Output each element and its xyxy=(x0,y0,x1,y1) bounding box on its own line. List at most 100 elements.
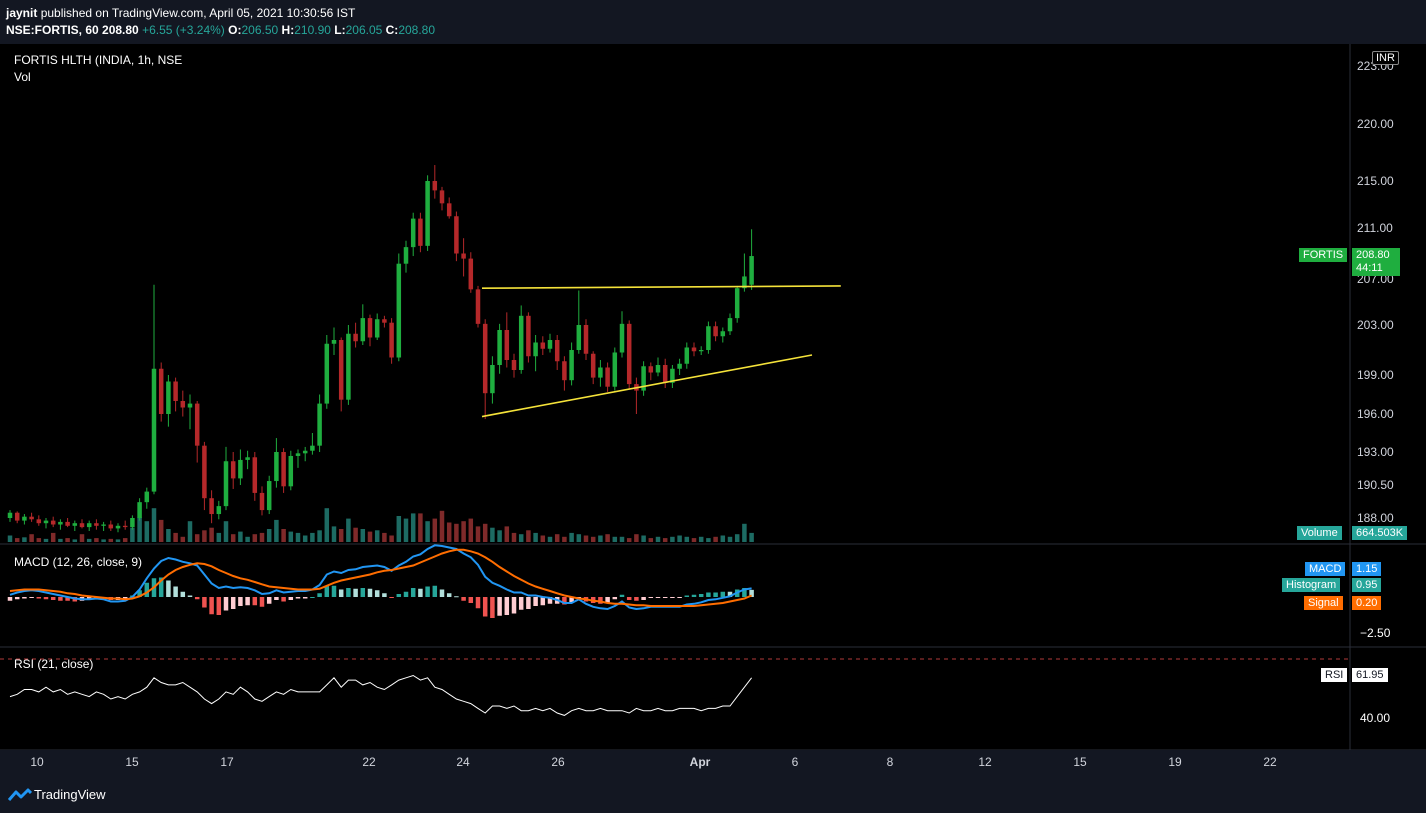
histogram-bar xyxy=(65,597,70,601)
trendlines[interactable] xyxy=(481,285,841,418)
histogram-bar xyxy=(317,593,322,597)
rsi-legend[interactable]: RSI (21, close) xyxy=(14,657,94,671)
candle-body xyxy=(454,216,459,254)
histogram-bar xyxy=(324,585,330,597)
candle-body xyxy=(382,319,387,323)
volume-bar xyxy=(590,536,596,542)
candle-body xyxy=(94,523,99,526)
currency-badge[interactable]: INR xyxy=(1372,51,1399,65)
volume-bar xyxy=(749,532,754,542)
open-label: O: xyxy=(228,23,242,37)
volume-bar xyxy=(331,526,337,542)
histogram-bar xyxy=(382,593,387,597)
histogram-bar xyxy=(353,588,358,597)
histogram-bar xyxy=(547,597,553,604)
publish-line: jaynit published on TradingView.com, Apr… xyxy=(6,6,355,20)
candle-body xyxy=(533,342,538,357)
candle-body xyxy=(266,481,272,511)
time-tick-label: 22 xyxy=(362,755,376,769)
author-name[interactable]: jaynit xyxy=(6,6,38,20)
candle-body xyxy=(353,333,358,342)
price-candles xyxy=(7,165,754,533)
last-price-value: 208.80 xyxy=(1356,249,1390,261)
candle-body xyxy=(173,381,178,401)
volume-bar xyxy=(14,538,20,542)
time-tick-label: 19 xyxy=(1168,755,1182,769)
volume-bar xyxy=(130,527,135,542)
tradingview-logo-icon[interactable] xyxy=(8,787,32,803)
histogram-bar xyxy=(418,588,423,597)
volume-bar xyxy=(482,523,488,542)
candle-body xyxy=(338,340,344,400)
signal-line xyxy=(9,548,752,607)
volume-bar xyxy=(274,519,279,542)
candle-body xyxy=(540,342,546,349)
histogram-bar xyxy=(497,597,502,616)
histogram-bar xyxy=(374,590,380,597)
candle-body xyxy=(259,492,265,511)
volume-bar xyxy=(526,530,531,542)
volume-bar xyxy=(72,539,78,542)
volume-bar xyxy=(626,538,632,542)
histogram-bar xyxy=(698,594,704,597)
macd-legend[interactable]: MACD (12, 26, close, 9) xyxy=(14,555,143,569)
volume-bar xyxy=(29,534,34,542)
volume-bar xyxy=(389,535,394,542)
volume-bar xyxy=(158,519,164,542)
candle-body xyxy=(446,203,452,217)
volume-bar xyxy=(209,527,214,542)
histogram-bar xyxy=(490,597,495,618)
footer-brand[interactable]: TradingView xyxy=(34,787,106,802)
histogram-bar xyxy=(14,597,20,600)
volume-bar xyxy=(396,516,402,542)
histogram-tag-label: Histogram xyxy=(1282,578,1341,592)
candle-body xyxy=(418,218,423,246)
volume-bar xyxy=(518,534,524,542)
price-tick-label: 193.00 xyxy=(1357,445,1394,459)
histogram-bar xyxy=(468,597,474,603)
volume-bar xyxy=(166,529,171,542)
histogram-bar xyxy=(194,597,200,600)
histogram-bar xyxy=(454,596,459,598)
volume-bar xyxy=(252,534,258,542)
histogram-bar xyxy=(410,588,416,597)
close-label: C: xyxy=(385,23,399,37)
volume-bar xyxy=(338,529,344,542)
volume-bar xyxy=(310,532,315,542)
candle-body xyxy=(374,319,380,338)
volume-bar xyxy=(144,521,150,542)
histogram-bar xyxy=(403,591,409,597)
candle-body xyxy=(734,288,740,319)
symbol-legend[interactable]: FORTIS HLTH (INDIA, 1h, NSE xyxy=(14,53,183,67)
low-value: 206.05 xyxy=(345,23,383,37)
high-label: H: xyxy=(281,23,295,37)
candle-body xyxy=(576,325,582,350)
time-tick-label: 17 xyxy=(220,755,234,769)
histogram-bar xyxy=(641,597,646,600)
candle-body xyxy=(425,181,430,246)
candle-body xyxy=(310,445,315,451)
histogram-bar xyxy=(166,580,171,597)
volume-bar xyxy=(403,518,409,542)
volume-bar xyxy=(115,539,121,542)
volume-bar xyxy=(324,508,330,542)
time-tick-label: Apr xyxy=(690,755,711,769)
volume-bar xyxy=(583,535,589,542)
histogram-bar xyxy=(562,597,567,605)
histogram-bar xyxy=(7,597,13,601)
histogram-bar xyxy=(655,597,661,598)
rsi-axis-label: 40.00 xyxy=(1360,711,1391,725)
candle-body xyxy=(238,459,243,479)
candle-body xyxy=(187,403,193,408)
volume-legend[interactable]: Vol xyxy=(14,70,31,84)
histogram-bar xyxy=(187,595,193,597)
candle-body xyxy=(72,523,78,526)
volume-bar xyxy=(346,518,351,542)
time-axis[interactable]: 10 15 17 22 24 26 Apr 6 8 12 15 19 22 xyxy=(0,750,1426,777)
bar-countdown: 44:11 xyxy=(1356,262,1383,274)
histogram-bar xyxy=(158,577,164,597)
volume-bar xyxy=(742,523,747,542)
chart-canvas[interactable]: 223.00220.00215.00211.00207.00203.00199.… xyxy=(0,44,1426,777)
volume-tag-value: 664.503K xyxy=(1352,526,1408,540)
volume-bar xyxy=(562,536,567,542)
